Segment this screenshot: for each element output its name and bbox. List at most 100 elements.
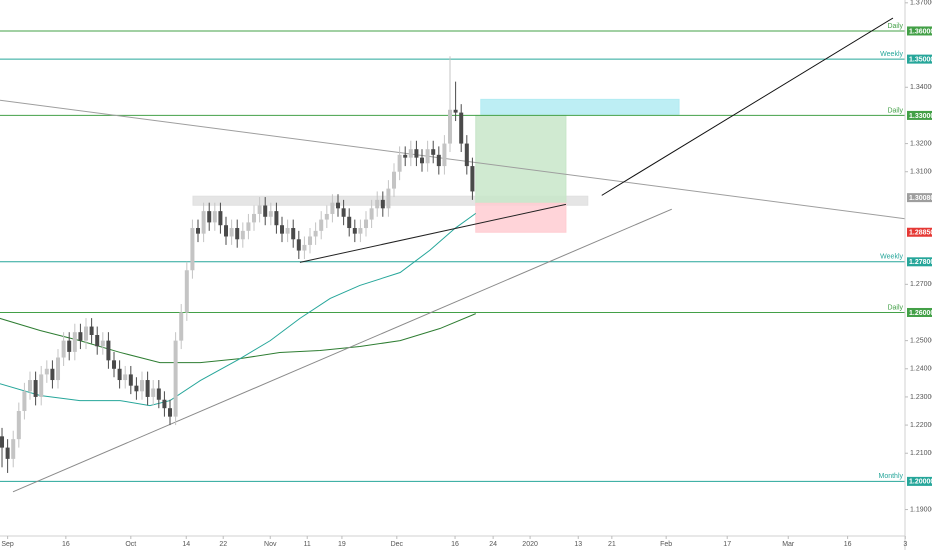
x-tick-label: Dec — [391, 541, 404, 548]
candle-body — [145, 380, 150, 397]
candle-body — [106, 340, 111, 361]
candle-body — [246, 222, 251, 231]
candle-body — [302, 244, 307, 251]
price-tag-label: 1.28850 — [909, 230, 932, 237]
y-tick-label: 1.31000 — [910, 169, 932, 176]
price-tag — [907, 227, 932, 237]
x-tick-label: 19 — [338, 541, 346, 548]
candle-body — [140, 380, 145, 392]
candle-body — [436, 154, 441, 167]
x-tick-label: 14 — [182, 541, 190, 548]
x-tick-label: Feb — [660, 541, 672, 548]
trend-line — [0, 99, 906, 220]
trend-line — [601, 17, 894, 196]
candle-body — [22, 391, 27, 412]
candle-body — [218, 211, 223, 226]
candle-body — [50, 368, 55, 381]
candle-body — [39, 374, 44, 397]
candle-body — [184, 270, 189, 313]
candle-body — [257, 205, 262, 214]
candle-body — [274, 211, 279, 226]
y-tick-label: 1.25000 — [910, 337, 932, 344]
candle-body — [364, 219, 369, 229]
zone-box — [475, 114, 567, 204]
candle-body — [369, 208, 374, 220]
price-tag — [907, 26, 932, 36]
candle-body — [72, 332, 77, 352]
price-tag — [907, 193, 932, 203]
price-tag-label: 1.35000 — [909, 56, 932, 63]
x-tick-label: 16 — [451, 541, 459, 548]
candle-body — [313, 230, 318, 237]
candle-body — [201, 211, 206, 234]
candle-body — [420, 157, 425, 164]
x-tick-label: 2020 — [522, 541, 538, 548]
x-tick-label: Oct — [125, 541, 136, 548]
candle-body — [392, 171, 397, 189]
x-tick-label: 17 — [723, 541, 731, 548]
y-tick-label: 1.23000 — [910, 394, 932, 401]
candle-body — [431, 149, 436, 155]
x-tick-label: Nov — [264, 541, 277, 548]
candle-body — [89, 326, 94, 335]
candle-body — [16, 411, 21, 440]
candle-body — [308, 236, 313, 245]
price-tag-label: 1.27800 — [909, 259, 932, 266]
candle-body — [134, 385, 139, 392]
candle-body — [128, 374, 133, 386]
level-name: Daily — [887, 107, 903, 114]
candle-body — [403, 154, 408, 158]
candle-body — [380, 199, 385, 209]
candle-body — [33, 380, 38, 397]
candle-body — [112, 360, 117, 369]
candle-body — [296, 239, 301, 251]
candle-body — [425, 149, 430, 164]
price-tag — [907, 257, 932, 267]
candle-body — [56, 357, 61, 381]
candle-body — [100, 340, 105, 347]
candle-body — [414, 149, 419, 158]
plot-area — [0, 17, 906, 493]
candle-body — [453, 109, 458, 113]
y-tick-label: 1.32000 — [910, 140, 932, 147]
x-tick-label: 3 — [903, 541, 907, 548]
candle-body — [448, 109, 453, 144]
candle-body — [190, 228, 195, 271]
x-tick-label: Mar — [782, 541, 795, 548]
candle-body — [28, 380, 33, 392]
candle-body — [324, 213, 329, 220]
price-tag-label: 1.30080 — [909, 195, 932, 202]
candle-body — [470, 166, 475, 192]
candle-body — [117, 368, 122, 381]
candle-body — [263, 205, 268, 217]
candle-body — [156, 388, 161, 400]
moving-average — [0, 212, 477, 407]
x-tick-label: 22 — [219, 541, 227, 548]
candle-body — [336, 202, 341, 209]
candle-body — [341, 208, 346, 217]
candle-body — [459, 112, 464, 144]
candle-body — [78, 332, 83, 341]
level-name: Daily — [887, 304, 903, 311]
trend-line — [12, 208, 672, 493]
y-tick-label: 1.27000 — [910, 281, 932, 288]
candle-body — [347, 216, 352, 229]
price-tag — [907, 110, 932, 120]
candle-body — [162, 399, 167, 409]
price-tag — [907, 476, 932, 486]
candle-body — [123, 374, 128, 381]
candle-body — [0, 436, 5, 448]
price-tag — [907, 54, 932, 64]
x-tick-label: 16 — [844, 541, 852, 548]
candle-body — [11, 439, 16, 459]
y-tick-label: 1.19000 — [910, 506, 932, 513]
candle-body — [319, 219, 324, 231]
x-tick-label: 11 — [304, 541, 311, 548]
candle-body — [5, 447, 10, 459]
candle-body — [240, 230, 245, 240]
candle-body — [196, 228, 201, 234]
candle-body — [442, 143, 447, 167]
x-tick-label: 21 — [608, 541, 616, 548]
trend-line — [299, 203, 567, 263]
